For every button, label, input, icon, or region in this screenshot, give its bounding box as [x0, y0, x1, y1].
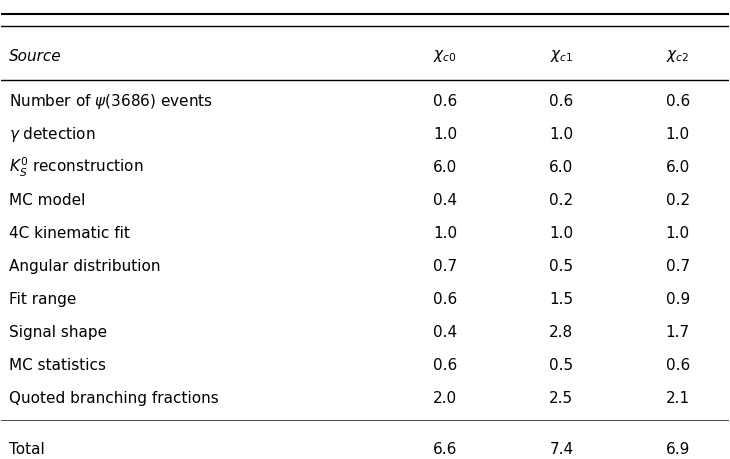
Text: Source: Source — [9, 49, 61, 64]
Text: 0.6: 0.6 — [666, 94, 690, 109]
Text: 6.9: 6.9 — [666, 441, 690, 455]
Text: 2.1: 2.1 — [666, 390, 690, 405]
Text: 1.0: 1.0 — [666, 225, 690, 241]
Text: 0.5: 0.5 — [549, 357, 573, 372]
Text: 6.6: 6.6 — [433, 441, 457, 455]
Text: 7.4: 7.4 — [549, 441, 573, 455]
Text: 6.0: 6.0 — [549, 160, 574, 175]
Text: 0.5: 0.5 — [549, 258, 573, 273]
Text: 1.0: 1.0 — [549, 127, 573, 142]
Text: 1.0: 1.0 — [433, 225, 457, 241]
Text: 4C kinematic fit: 4C kinematic fit — [9, 225, 129, 241]
Text: 6.0: 6.0 — [433, 160, 457, 175]
Text: 1.7: 1.7 — [666, 324, 690, 339]
Text: 0.2: 0.2 — [666, 193, 690, 207]
Text: 0.6: 0.6 — [433, 357, 457, 372]
Text: 0.6: 0.6 — [666, 357, 690, 372]
Text: Signal shape: Signal shape — [9, 324, 107, 339]
Text: 0.7: 0.7 — [433, 258, 457, 273]
Text: 2.5: 2.5 — [549, 390, 573, 405]
Text: $\gamma$ detection: $\gamma$ detection — [9, 125, 95, 144]
Text: 2.8: 2.8 — [549, 324, 573, 339]
Text: Angular distribution: Angular distribution — [9, 258, 160, 273]
Text: MC model: MC model — [9, 193, 85, 207]
Text: 1.5: 1.5 — [549, 291, 573, 306]
Text: 6.0: 6.0 — [666, 160, 690, 175]
Text: 1.0: 1.0 — [666, 127, 690, 142]
Text: 0.4: 0.4 — [433, 193, 457, 207]
Text: 0.6: 0.6 — [549, 94, 574, 109]
Text: $\chi_{c0}$: $\chi_{c0}$ — [433, 48, 457, 64]
Text: 1.0: 1.0 — [433, 127, 457, 142]
Text: 0.6: 0.6 — [433, 291, 457, 306]
Text: $\chi_{c1}$: $\chi_{c1}$ — [550, 48, 573, 64]
Text: 0.9: 0.9 — [666, 291, 690, 306]
Text: 0.2: 0.2 — [549, 193, 573, 207]
Text: Number of $\psi(3686)$ events: Number of $\psi(3686)$ events — [9, 92, 212, 111]
Text: 1.0: 1.0 — [549, 225, 573, 241]
Text: 0.6: 0.6 — [433, 94, 457, 109]
Text: Fit range: Fit range — [9, 291, 76, 306]
Text: MC statistics: MC statistics — [9, 357, 106, 372]
Text: 2.0: 2.0 — [433, 390, 457, 405]
Text: Total: Total — [9, 441, 45, 455]
Text: $K_S^0$ reconstruction: $K_S^0$ reconstruction — [9, 156, 143, 179]
Text: 0.4: 0.4 — [433, 324, 457, 339]
Text: 0.7: 0.7 — [666, 258, 690, 273]
Text: Quoted branching fractions: Quoted branching fractions — [9, 390, 218, 405]
Text: $\chi_{c2}$: $\chi_{c2}$ — [666, 48, 689, 64]
